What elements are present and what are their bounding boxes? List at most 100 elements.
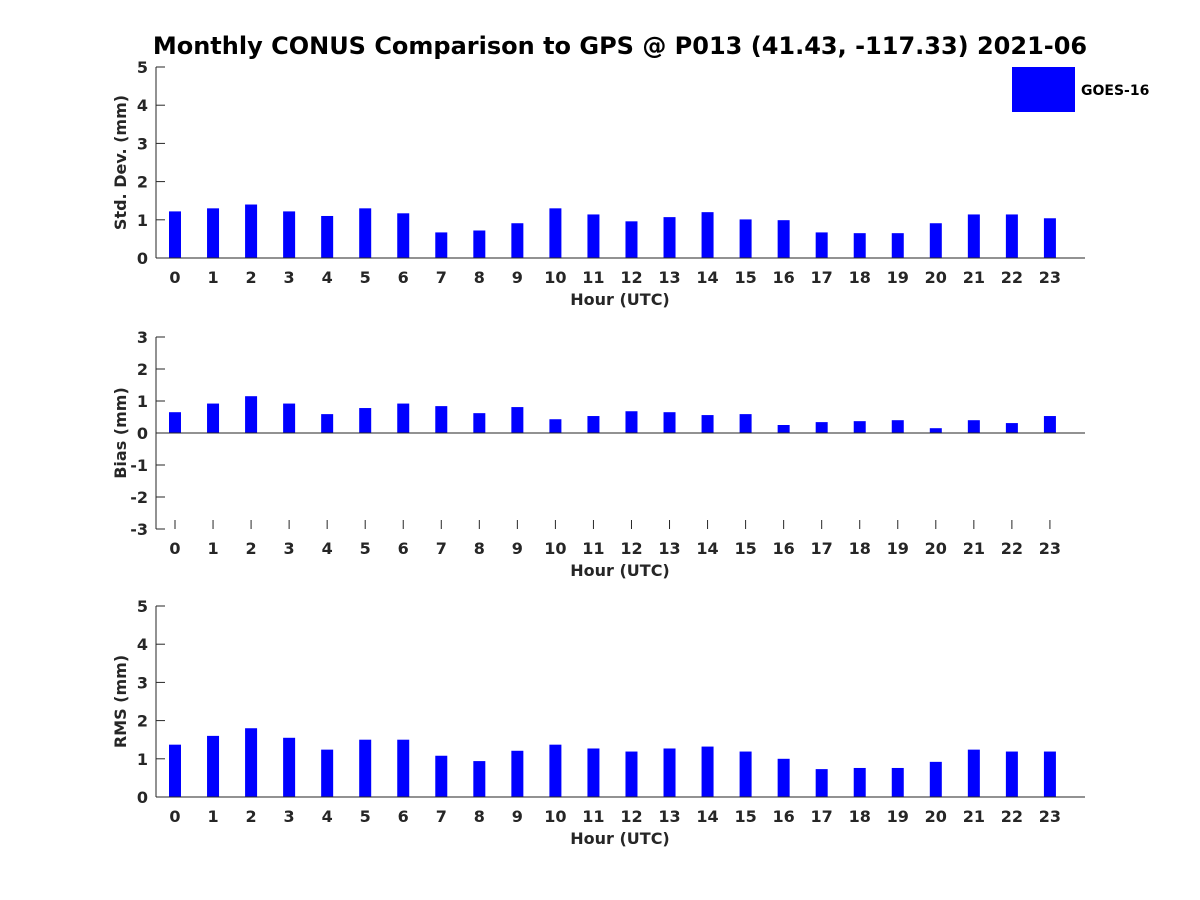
bar-hour-9 bbox=[511, 750, 524, 797]
y-tick-label: 3 bbox=[137, 134, 148, 153]
legend-swatch bbox=[1012, 67, 1075, 112]
x-tick-label: 4 bbox=[322, 807, 333, 826]
bar-hour-10 bbox=[549, 744, 562, 797]
bar-hour-18 bbox=[853, 233, 866, 258]
bar-hour-5 bbox=[359, 208, 372, 258]
x-tick-label: 1 bbox=[207, 539, 218, 558]
x-tick-label: 18 bbox=[849, 807, 871, 826]
bar-hour-19 bbox=[891, 233, 904, 258]
bar-hour-8 bbox=[473, 413, 486, 433]
bar-hour-0 bbox=[169, 744, 181, 797]
x-tick-label: 9 bbox=[512, 268, 523, 287]
x-tick-label: 8 bbox=[474, 268, 485, 287]
x-tick-label: 3 bbox=[284, 268, 295, 287]
x-tick-label: 20 bbox=[925, 539, 947, 558]
x-tick-label: 5 bbox=[360, 539, 371, 558]
x-tick-label: 16 bbox=[773, 268, 795, 287]
x-tick-label: 8 bbox=[474, 807, 485, 826]
x-tick-label: 21 bbox=[963, 539, 985, 558]
bar-hour-4 bbox=[321, 215, 334, 258]
y-axis-label: Std. Dev. (mm) bbox=[111, 95, 130, 230]
bar-hour-3 bbox=[283, 211, 296, 258]
bar-hour-18 bbox=[853, 421, 866, 433]
x-tick-label: 6 bbox=[398, 268, 409, 287]
x-tick-label: 11 bbox=[582, 807, 604, 826]
bar-hour-23 bbox=[1043, 751, 1056, 797]
x-tick-label: 22 bbox=[1001, 807, 1023, 826]
y-tick-label: 0 bbox=[137, 788, 148, 807]
bar-hour-20 bbox=[929, 223, 942, 258]
y-tick-label: 3 bbox=[137, 328, 148, 347]
bar-hour-20 bbox=[929, 428, 942, 433]
y-tick-label: -1 bbox=[130, 456, 148, 475]
bar-hour-11 bbox=[587, 748, 600, 797]
bar-hour-19 bbox=[891, 767, 904, 797]
bar-hour-9 bbox=[511, 407, 524, 433]
bar-hour-15 bbox=[739, 414, 752, 433]
x-tick-label: 7 bbox=[436, 268, 447, 287]
bar-hour-12 bbox=[625, 221, 638, 258]
y-axis-label: RMS (mm) bbox=[111, 655, 130, 748]
x-tick-label: 12 bbox=[620, 268, 642, 287]
x-axis-label: Hour (UTC) bbox=[570, 561, 670, 580]
y-tick-label: 1 bbox=[137, 211, 148, 230]
x-tick-label: 3 bbox=[284, 539, 295, 558]
bar-hour-18 bbox=[853, 767, 866, 797]
bar-hour-22 bbox=[1005, 751, 1018, 797]
x-tick-label: 0 bbox=[169, 268, 180, 287]
bar-hour-13 bbox=[663, 217, 676, 258]
bar-hour-12 bbox=[625, 411, 638, 433]
x-tick-label: 12 bbox=[620, 807, 642, 826]
x-tick-label: 23 bbox=[1039, 268, 1061, 287]
x-tick-label: 11 bbox=[582, 539, 604, 558]
x-tick-label: 10 bbox=[544, 807, 566, 826]
y-tick-label: 3 bbox=[137, 673, 148, 692]
bar-hour-20 bbox=[929, 761, 942, 797]
x-tick-label: 1 bbox=[207, 807, 218, 826]
bar-hour-17 bbox=[815, 769, 828, 797]
bar-hour-21 bbox=[967, 420, 980, 433]
y-tick-label: 2 bbox=[137, 173, 148, 192]
bar-hour-14 bbox=[701, 415, 714, 433]
bar-hour-1 bbox=[207, 735, 220, 797]
x-tick-label: 3 bbox=[284, 807, 295, 826]
x-tick-label: 4 bbox=[322, 268, 333, 287]
bar-hour-8 bbox=[473, 230, 486, 258]
x-tick-label: 14 bbox=[696, 268, 718, 287]
x-tick-label: 10 bbox=[544, 268, 566, 287]
bar-hour-8 bbox=[473, 761, 486, 797]
x-tick-label: 11 bbox=[582, 268, 604, 287]
x-tick-label: 15 bbox=[734, 539, 756, 558]
x-tick-label: 0 bbox=[169, 807, 180, 826]
legend: GOES-16 bbox=[1012, 67, 1149, 112]
bar-hour-10 bbox=[549, 419, 562, 433]
x-tick-label: 17 bbox=[811, 807, 833, 826]
x-tick-label: 19 bbox=[887, 539, 909, 558]
bar-hour-15 bbox=[739, 219, 752, 258]
x-tick-label: 14 bbox=[696, 807, 718, 826]
y-tick-label: -2 bbox=[130, 488, 148, 507]
bar-hour-0 bbox=[169, 211, 181, 258]
bar-hour-7 bbox=[435, 406, 448, 433]
bar-hour-15 bbox=[739, 751, 752, 797]
x-tick-label: 20 bbox=[925, 268, 947, 287]
y-tick-label: 1 bbox=[137, 750, 148, 769]
x-tick-label: 19 bbox=[887, 807, 909, 826]
bar-hour-7 bbox=[435, 232, 448, 258]
x-tick-label: 16 bbox=[773, 539, 795, 558]
bar-hour-11 bbox=[587, 214, 600, 258]
x-tick-label: 23 bbox=[1039, 807, 1061, 826]
bar-hour-3 bbox=[283, 403, 296, 433]
y-tick-label: 0 bbox=[137, 249, 148, 268]
bar-hour-5 bbox=[359, 739, 372, 797]
x-tick-label: 19 bbox=[887, 268, 909, 287]
x-tick-label: 2 bbox=[246, 539, 257, 558]
bar-hour-1 bbox=[207, 208, 220, 258]
x-tick-label: 13 bbox=[658, 539, 680, 558]
bar-hour-14 bbox=[701, 746, 714, 797]
x-tick-label: 18 bbox=[849, 268, 871, 287]
